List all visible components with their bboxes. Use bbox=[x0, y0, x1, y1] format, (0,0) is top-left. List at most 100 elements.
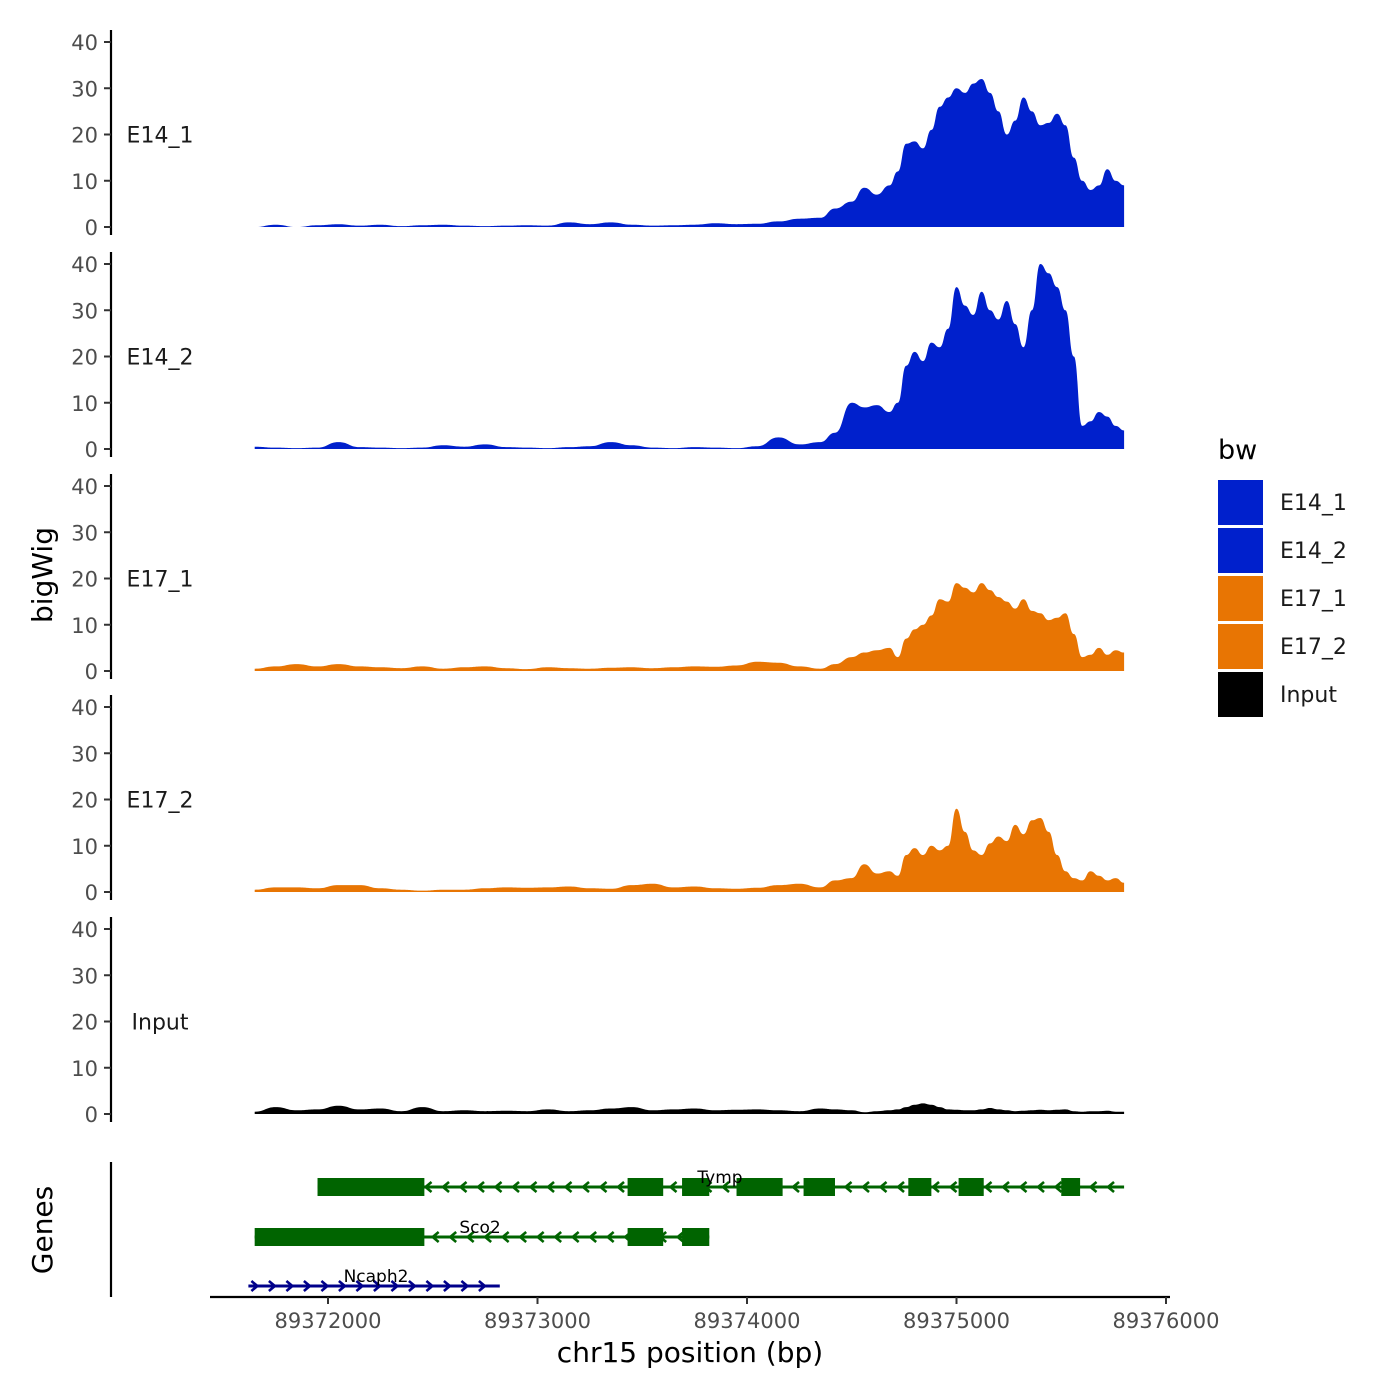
exon-block bbox=[254, 1228, 425, 1246]
track-e14-1: 0 10 20 30 40 E14_1 bbox=[71, 30, 1125, 240]
strand-chevron bbox=[493, 1181, 503, 1193]
strand-chevron bbox=[458, 1181, 468, 1193]
track-label: E17_2 bbox=[127, 789, 194, 814]
legend-item: E14_1 bbox=[1218, 480, 1347, 525]
legend-label: E17_2 bbox=[1280, 635, 1347, 660]
strand-chevron bbox=[355, 1280, 365, 1292]
strand-chevron bbox=[545, 1181, 555, 1193]
legend-swatch bbox=[1218, 672, 1263, 717]
y-tick-label: 40 bbox=[71, 475, 98, 499]
gene-sco2: Sco2 bbox=[254, 1218, 710, 1246]
strand-chevron bbox=[1088, 1181, 1098, 1193]
strand-chevron bbox=[528, 1181, 538, 1193]
y-tick-label: 20 bbox=[71, 346, 98, 370]
exon-block bbox=[1061, 1178, 1081, 1196]
y-tick-label: 0 bbox=[85, 881, 98, 905]
strand-chevron bbox=[430, 1231, 440, 1243]
strand-chevron bbox=[465, 1231, 475, 1243]
strand-chevron bbox=[878, 1181, 888, 1193]
strand-chevron bbox=[483, 1231, 493, 1243]
legend-label: E14_2 bbox=[1280, 539, 1347, 564]
strand-chevron bbox=[930, 1181, 940, 1193]
track-label: E14_2 bbox=[127, 346, 194, 371]
x-tick-label: 89376000 bbox=[1113, 1309, 1220, 1333]
legend-item: E14_2 bbox=[1218, 528, 1347, 573]
strand-chevron bbox=[1035, 1181, 1045, 1193]
legend-item: E17_1 bbox=[1218, 576, 1347, 621]
strand-chevron bbox=[895, 1181, 905, 1193]
signal-area-e14-1 bbox=[254, 79, 1125, 227]
exon-block bbox=[958, 1178, 984, 1196]
y-tick-label: 20 bbox=[71, 568, 98, 592]
strand-chevron bbox=[563, 1181, 573, 1193]
y-tick-label: 0 bbox=[85, 1103, 98, 1127]
signal-area-e17-1 bbox=[254, 583, 1125, 671]
strand-chevron bbox=[615, 1181, 625, 1193]
legend-title: bw bbox=[1218, 435, 1257, 466]
exon-block bbox=[803, 1178, 835, 1196]
legend-swatch bbox=[1218, 480, 1263, 525]
y-tick-label: 10 bbox=[71, 392, 98, 416]
y-tick-label: 20 bbox=[71, 124, 98, 148]
track-label: E17_1 bbox=[127, 568, 194, 593]
exon-block bbox=[908, 1178, 932, 1196]
strand-chevron bbox=[338, 1280, 347, 1292]
exon-block bbox=[682, 1228, 710, 1246]
strand-chevron bbox=[448, 1231, 458, 1243]
legend-label: E14_1 bbox=[1280, 491, 1347, 516]
strand-chevron bbox=[588, 1231, 598, 1243]
legend-item: Input bbox=[1218, 672, 1337, 717]
signal-area-e14-2 bbox=[254, 264, 1125, 449]
gene-tymp: Tymp bbox=[317, 1168, 1125, 1196]
strand-chevron bbox=[535, 1231, 545, 1243]
strand-chevron bbox=[1053, 1181, 1063, 1193]
y-tick-label: 30 bbox=[71, 521, 98, 545]
strand-chevron bbox=[598, 1181, 608, 1193]
strand-chevron bbox=[843, 1181, 853, 1193]
x-tick-label: 89375000 bbox=[903, 1309, 1010, 1333]
strand-chevron bbox=[443, 1280, 452, 1292]
y-tick-label: 10 bbox=[71, 614, 98, 638]
strand-chevron bbox=[285, 1280, 295, 1292]
signal-area-input bbox=[254, 1103, 1125, 1114]
exon-block bbox=[627, 1178, 664, 1196]
x-tick-label: 89372000 bbox=[275, 1309, 382, 1333]
track-e14-2: 0 10 20 30 40 E14_2 bbox=[71, 252, 1125, 462]
gene-label: Tymp bbox=[696, 1168, 742, 1188]
y-tick-label: 10 bbox=[71, 170, 98, 194]
signal-area-e17-2 bbox=[254, 808, 1125, 892]
strand-chevron bbox=[478, 1280, 487, 1292]
y-tick-label: 30 bbox=[71, 964, 98, 988]
track-input: 0 10 20 30 40 Input bbox=[71, 917, 1125, 1127]
legend-swatch bbox=[1218, 576, 1263, 621]
strand-chevron bbox=[1105, 1181, 1115, 1193]
y-tick-label: 0 bbox=[85, 438, 98, 462]
y-tick-label: 30 bbox=[71, 77, 98, 101]
strand-chevron bbox=[303, 1280, 312, 1292]
exon-block bbox=[627, 1228, 664, 1246]
strand-chevron bbox=[460, 1280, 470, 1292]
y-tick-label: 20 bbox=[71, 1011, 98, 1035]
y-tick-label: 40 bbox=[71, 253, 98, 277]
y-tick-label: 20 bbox=[71, 789, 98, 813]
track-e17-1: 0 10 20 30 40 E17_1 bbox=[71, 474, 1125, 684]
legend-label: Input bbox=[1280, 683, 1337, 708]
x-axis-title: chr15 position (bp) bbox=[557, 1336, 823, 1369]
strand-chevron bbox=[408, 1280, 417, 1292]
track-label: Input bbox=[132, 1011, 189, 1036]
strand-chevron bbox=[475, 1181, 485, 1193]
strand-chevron bbox=[983, 1181, 993, 1193]
x-tick-label: 89374000 bbox=[694, 1309, 801, 1333]
y-tick-label: 30 bbox=[71, 742, 98, 766]
strand-chevron bbox=[373, 1280, 382, 1292]
strand-chevron bbox=[720, 1181, 730, 1193]
exon-block bbox=[682, 1178, 710, 1196]
strand-chevron bbox=[423, 1181, 433, 1193]
y-tick-label: 0 bbox=[85, 216, 98, 240]
strand-chevron bbox=[790, 1181, 800, 1193]
x-axis: 89372000 89373000 89374000 89375000 89376000… bbox=[210, 1295, 1220, 1369]
strand-chevron bbox=[510, 1181, 520, 1193]
strand-chevron bbox=[580, 1181, 590, 1193]
strand-chevron bbox=[668, 1181, 678, 1193]
